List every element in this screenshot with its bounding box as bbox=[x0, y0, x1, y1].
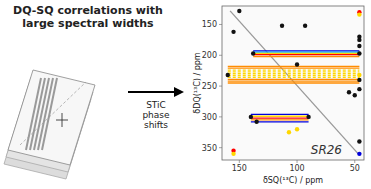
y-tick-label: 350 bbox=[202, 144, 217, 153]
point bbox=[357, 44, 361, 48]
y-tick bbox=[219, 86, 222, 87]
page-stripe bbox=[42, 78, 57, 150]
line bbox=[253, 50, 359, 51]
point bbox=[280, 24, 284, 28]
point bbox=[357, 78, 361, 82]
point bbox=[295, 127, 299, 131]
y-tick bbox=[219, 55, 222, 56]
x-tick bbox=[354, 160, 355, 163]
annotation: SR26 bbox=[311, 143, 343, 157]
annotation-line: shifts bbox=[144, 120, 168, 130]
line bbox=[228, 75, 360, 76]
y-tick-label: 200 bbox=[202, 51, 217, 60]
annotation-line: STiC bbox=[146, 100, 166, 110]
line bbox=[253, 56, 359, 57]
point bbox=[251, 51, 255, 55]
page-cross bbox=[62, 113, 63, 127]
line bbox=[228, 71, 360, 72]
line bbox=[251, 114, 309, 115]
x-tick bbox=[239, 160, 240, 163]
point bbox=[357, 38, 361, 42]
point bbox=[357, 139, 361, 143]
point bbox=[237, 9, 241, 13]
point bbox=[231, 152, 235, 156]
line bbox=[253, 53, 359, 54]
line bbox=[228, 82, 360, 83]
title: DQ-SQ correlations withlarge spectral wi… bbox=[13, 4, 163, 30]
illustration bbox=[4, 70, 95, 179]
annotation-line: phase bbox=[142, 110, 170, 120]
arrow bbox=[128, 91, 176, 93]
line bbox=[253, 52, 359, 53]
line bbox=[251, 117, 309, 118]
marks bbox=[226, 9, 362, 156]
page-stripe bbox=[26, 78, 41, 150]
line bbox=[228, 81, 360, 82]
y-tick-label: 300 bbox=[202, 113, 217, 122]
y-tick-label: 150 bbox=[202, 20, 217, 29]
plot-frame bbox=[222, 6, 364, 160]
annotation: STiCphaseshifts bbox=[142, 100, 170, 130]
x-tick-label: 100 bbox=[289, 164, 304, 173]
line bbox=[228, 79, 360, 80]
page-stripe bbox=[30, 78, 45, 150]
arrow-head bbox=[174, 87, 184, 97]
x-tick bbox=[297, 160, 298, 163]
y-tick bbox=[219, 116, 222, 117]
y-tick bbox=[219, 147, 222, 148]
point bbox=[353, 93, 357, 97]
line bbox=[228, 66, 360, 67]
plot-background bbox=[222, 6, 364, 160]
line bbox=[253, 54, 359, 55]
point bbox=[295, 62, 299, 66]
y-tick bbox=[219, 24, 222, 25]
line bbox=[228, 69, 360, 70]
point bbox=[357, 152, 361, 156]
page bbox=[8, 70, 95, 165]
x-tick-label: 50 bbox=[350, 164, 360, 173]
point bbox=[347, 90, 351, 94]
page-stripe bbox=[34, 78, 49, 150]
point bbox=[287, 130, 291, 134]
point bbox=[254, 120, 258, 124]
point bbox=[306, 115, 310, 119]
line bbox=[228, 77, 360, 78]
line bbox=[251, 116, 309, 117]
x-tick-label: 150 bbox=[232, 164, 247, 173]
point bbox=[303, 24, 307, 28]
point bbox=[357, 51, 361, 55]
line bbox=[228, 68, 360, 69]
line bbox=[228, 73, 360, 74]
title-line: DQ-SQ correlations with bbox=[13, 4, 163, 17]
point bbox=[231, 30, 235, 34]
y-tick-label: 250 bbox=[202, 82, 217, 91]
line bbox=[251, 121, 309, 122]
x-axis-label: δSQ(¹³C) / ppm bbox=[263, 176, 323, 185]
point bbox=[357, 87, 361, 91]
line bbox=[251, 119, 309, 120]
point bbox=[357, 73, 361, 77]
chart: DQ-SQ correlations withlarge spectral wi… bbox=[0, 0, 371, 189]
point bbox=[226, 73, 230, 77]
page-stripe bbox=[38, 78, 53, 150]
point bbox=[357, 12, 361, 16]
title-line: large spectral widths bbox=[22, 17, 154, 30]
point bbox=[249, 115, 253, 119]
y-axis-label: δDQ(¹³C) / ppm bbox=[193, 52, 202, 114]
